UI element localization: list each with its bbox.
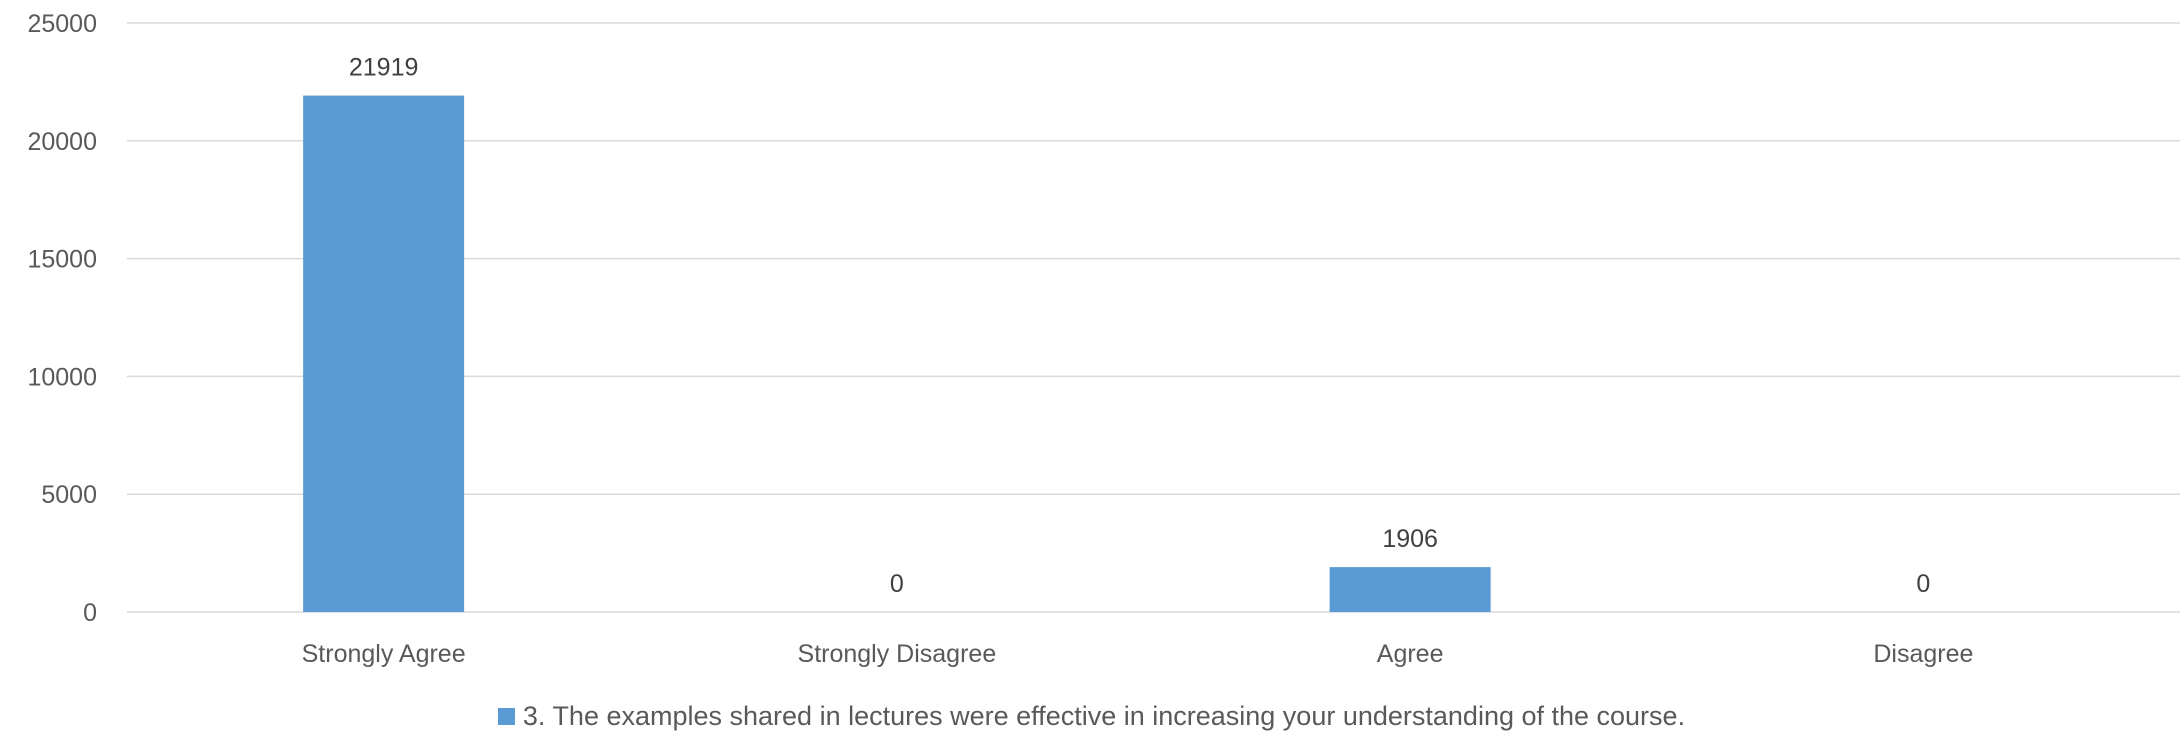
y-tick-label: 0	[83, 599, 97, 627]
data-label: 21919	[349, 54, 419, 82]
x-axis-ticks: Strongly Agree Strongly Disagree Agree Disa…	[302, 640, 1974, 668]
bar	[303, 95, 465, 612]
y-tick-label: 5000	[41, 481, 97, 509]
legend: 3. The examples shared in lectures were …	[0, 696, 2183, 736]
data-label: 1906	[1382, 525, 1438, 553]
y-tick-label: 10000	[27, 363, 97, 391]
y-tick-label: 15000	[27, 246, 97, 274]
x-tick-label: Disagree	[1873, 640, 1973, 668]
data-label: 0	[1916, 570, 1930, 598]
y-tick-label: 25000	[27, 10, 97, 38]
data-label: 0	[890, 570, 904, 598]
y-axis-ticks: 0 5000 10000 15000 20000 25000	[27, 10, 97, 627]
legend-label: 3. The examples shared in lectures were …	[522, 700, 1686, 731]
bar	[1329, 567, 1491, 612]
x-tick-label: Strongly Disagree	[798, 640, 997, 668]
x-tick-label: Strongly Agree	[302, 640, 466, 668]
legend-swatch	[497, 707, 515, 725]
x-tick-label: Agree	[1377, 640, 1444, 668]
data-labels: 21919 0 1906 0	[349, 54, 1930, 598]
gridlines	[127, 22, 2180, 613]
bars	[303, 95, 1491, 612]
y-tick-label: 20000	[27, 128, 97, 156]
